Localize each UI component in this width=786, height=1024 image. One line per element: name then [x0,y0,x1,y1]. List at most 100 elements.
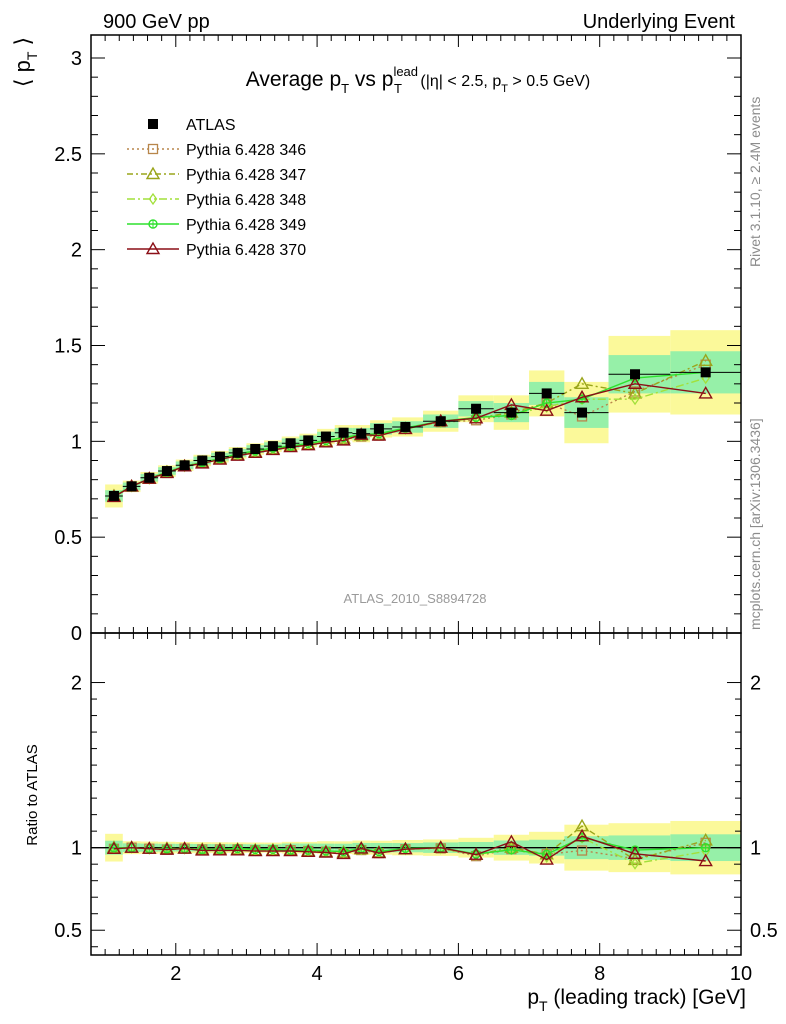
legend-entry-5: Pythia 6.428 370 [127,241,306,259]
ratio-series-point [371,845,387,859]
series-point [698,386,713,399]
data-point [267,441,278,452]
series-point [574,376,590,390]
tick-label: 1 [71,838,82,860]
data-point [250,444,261,454]
series-point [698,353,713,367]
chart-title: Average pT vs plead T (|η| < 2.5, pT > 0.… [246,64,590,96]
series-point [468,410,484,424]
axis-tick-labels: 2 4 6 8 10 0 0.5 1 1.5 2 2.5 3 0.5 0.5 1 1 2 2 [54,48,778,985]
tick-label: 1 [71,431,82,453]
ratio-series-point [627,846,643,859]
data-point [197,455,208,466]
data-point [373,423,384,434]
data-point [471,403,482,414]
data-series [105,367,741,501]
ratio-series-point [106,841,122,855]
legend-entry-2: Pythia 6.428 347 [127,166,306,184]
series-point [574,389,590,403]
data-point [435,416,446,427]
ratio-series-point [504,834,519,848]
ratio-series-point [124,840,139,853]
ratio-series-point [577,831,587,844]
tick-label: 2.5 [54,144,82,166]
ratio-series-point [177,841,192,854]
x-axis-label: pT (leading track) [GeV] [527,986,746,1014]
ratio-series-point [354,841,369,854]
ratio-series-point [627,852,643,866]
tick-label: 2 [750,673,761,695]
ratio-series-point [700,842,711,853]
series-point [539,403,554,416]
data-point [630,369,641,380]
data-point [161,466,172,477]
legend-marker [145,241,161,255]
ratio-series-point [283,843,298,857]
series-point [542,400,551,413]
series-point [630,393,640,406]
data-point [506,407,517,418]
ratio-series-point [398,841,413,855]
tick-label: 8 [594,963,605,985]
legend-label: Pythia 6.428 349 [186,217,306,234]
legend-marker [148,192,158,206]
tick-label: 2 [170,963,181,985]
ratio-series-point [212,842,228,856]
ratio-series-point [248,843,263,857]
data-point [400,421,411,432]
data-point [126,481,137,492]
ratio-series-point [433,840,448,853]
tick-label: 6 [453,963,464,985]
ratio-series-point [301,844,316,857]
legend-entry-3: Pythia 6.428 348 [127,192,306,209]
ratio-series-point [542,850,551,864]
axis-ticks [91,35,742,955]
data-point [303,435,314,446]
main-series [105,353,741,503]
ratio-series-point [576,845,588,856]
legend-label: Pythia 6.428 348 [186,192,306,209]
tick-label: 1 [750,838,761,860]
main-uncertainty-band [105,330,741,508]
legend-label: Pythia 6.428 346 [186,142,306,159]
legend-entry-data: ATLAS [148,117,236,134]
ratio-series-point [318,845,334,858]
legend-label: Pythia 6.428 347 [186,167,306,184]
ratio-series-point [468,847,484,860]
data-point [700,367,711,378]
ratio-series-5 [106,828,713,867]
data-point [108,490,119,501]
ratio-series-point [265,843,281,857]
data-point [214,451,225,462]
ratio-series-point [698,853,713,867]
tick-label: 0 [71,623,82,645]
series-point [336,432,351,446]
ratio-series [106,818,713,870]
tick-label: 1.5 [54,336,82,358]
tick-label: 3 [71,48,82,70]
data-point [356,428,367,439]
ratio-series-point [159,842,175,855]
legend-marker [147,143,159,155]
tick-label: 2 [71,673,82,695]
data-point [179,460,190,471]
data-point [232,447,243,458]
header-right: Underlying Event [583,11,736,33]
header-left: 900 GeV pp [103,11,210,33]
tick-label: 0.5 [54,920,82,942]
data-point [285,438,296,449]
tick-label: 4 [312,963,323,985]
rivet-label: Rivet 3.1.10, ≥ 2.4M events [747,97,763,267]
tick-label: 2 [71,240,82,262]
data-point [577,407,588,418]
legend-entry-1: Pythia 6.428 346 [127,142,306,159]
ratio-y-axis-label: Ratio to ATLAS [24,744,41,845]
mcplots-label: mcplots.cern.ch [arXiv:1306.3436] [747,418,763,630]
data-point [320,431,331,442]
legend-label: ATLAS [186,117,236,134]
ratio-series-point [574,828,590,842]
ratio-series-point [230,842,245,856]
y-axis-label: ⟨ pT ⟩ [10,37,40,87]
ratio-series-point [142,841,157,854]
